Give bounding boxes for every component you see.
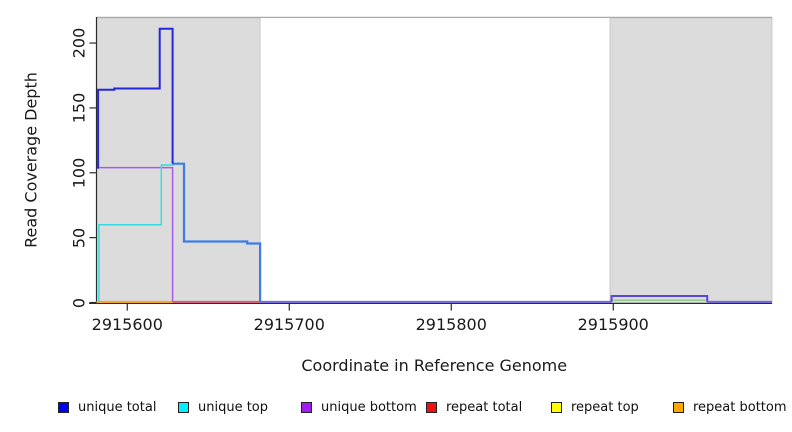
- legend-item-unique-top: unique top: [178, 398, 268, 416]
- legend-label: repeat top: [571, 399, 639, 415]
- x-tick-label: 2915800: [415, 315, 487, 334]
- legend-label: repeat total: [446, 399, 523, 415]
- legend-item-repeat-total: repeat total: [426, 398, 522, 416]
- legend-swatch-unique-bottom: [301, 401, 312, 413]
- y-axis-title: Read Coverage Depth: [21, 72, 41, 248]
- legend-swatch-unique-total: [58, 401, 69, 413]
- legend-label: unique top: [198, 399, 269, 415]
- legend-item-unique-total: unique total: [58, 398, 156, 416]
- legend-item-repeat-bottom: repeat bottom: [673, 398, 787, 416]
- series-unique-total-low: [172, 162, 262, 302]
- legend-item-unique-bottom: unique bottom: [301, 398, 417, 416]
- legend-label: repeat bottom: [693, 399, 787, 415]
- x-axis-title: Coordinate in Reference Genome: [301, 356, 568, 375]
- legend-swatch-repeat-top: [551, 401, 562, 413]
- legend-label: unique bottom: [321, 399, 417, 415]
- legend-swatch-repeat-bottom: [673, 401, 684, 413]
- x-tick-label: 2915600: [91, 315, 163, 334]
- series-unique-total: [96, 27, 174, 169]
- legend-swatch-repeat-total: [426, 401, 437, 413]
- x-tick-label: 2915700: [253, 315, 325, 334]
- y-tick-label: 200: [69, 27, 89, 59]
- repeat-region-left: [96, 17, 261, 304]
- series-total-bump: [610, 295, 709, 302]
- series-unique-bottom: [96, 166, 174, 302]
- legend-label: unique total: [78, 399, 157, 415]
- y-tick-label: 150: [69, 92, 89, 124]
- legend: unique total unique top unique bottom re…: [0, 398, 792, 418]
- y-tick-label: 50: [69, 227, 89, 248]
- y-tick-label: 100: [69, 157, 89, 189]
- repeat-region-right: [609, 17, 773, 304]
- legend-swatch-unique-top: [178, 401, 189, 413]
- y-tick-label: 0: [69, 297, 89, 308]
- legend-item-repeat-top: repeat top: [551, 398, 639, 416]
- x-tick-label: 2915900: [577, 315, 649, 334]
- series-unique-top: [98, 164, 175, 302]
